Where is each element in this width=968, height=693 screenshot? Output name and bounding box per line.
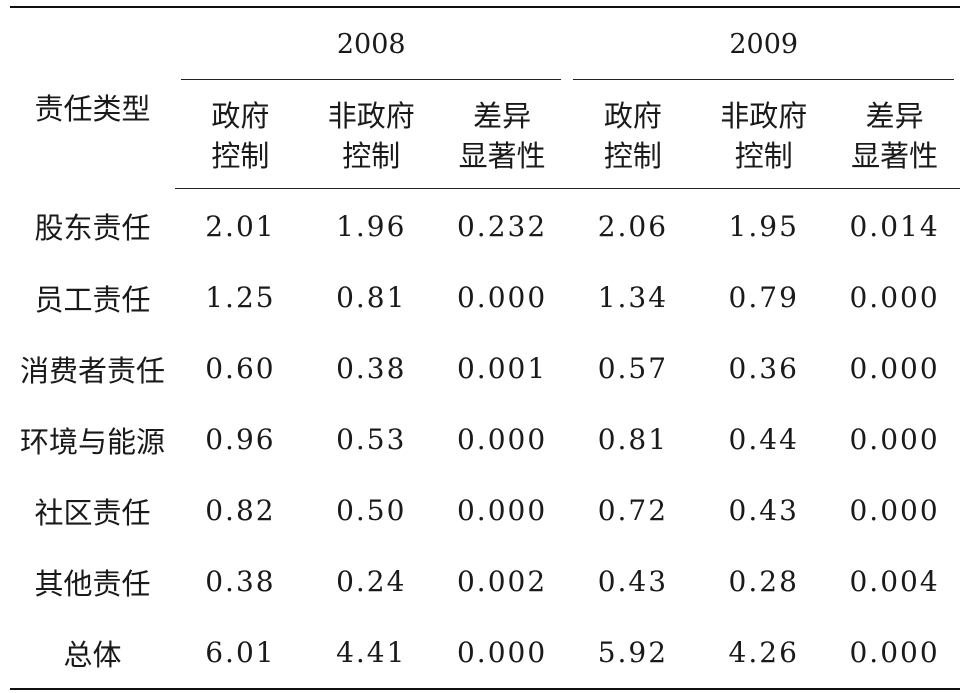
year-header-2009: 2009: [567, 7, 960, 80]
table-cell: 0.53: [336, 423, 407, 456]
table-row-total: 总体 6.01 4.41 0.000 5.92 4.26 0.000: [10, 617, 960, 690]
table-cell: 0.82: [205, 494, 276, 527]
table-cell: 0.79: [728, 281, 799, 314]
table-row: 环境与能源 0.96 0.53 0.000 0.81 0.44 0.000: [10, 404, 960, 475]
table-cell: 0.000: [436, 617, 568, 690]
header-row-subcolumns: 政府控制 非政府控制 差异显著性 政府控制 非政府控制 差异显著性: [10, 80, 960, 189]
table-cell: 0.60: [205, 352, 276, 385]
subheader-line: 政府: [603, 99, 662, 133]
table-cell: 0.000: [849, 423, 940, 456]
table-row: 其他责任 0.38 0.24 0.002 0.43 0.28 0.004: [10, 546, 960, 617]
subheader-line: 控制: [211, 139, 270, 173]
table-cell: 1.34: [597, 281, 669, 314]
row-label: 环境与能源: [19, 424, 165, 459]
table-cell: 0.001: [456, 352, 548, 385]
subheader-significance-2009: 差异 显著性: [829, 80, 960, 189]
subheader-line: 差异: [865, 99, 924, 133]
subheader-line: 非政府: [327, 99, 415, 133]
table-cell: 4.41: [305, 617, 437, 690]
table-cell: 0.44: [728, 423, 799, 456]
type-column-header: 责任类型: [34, 92, 151, 126]
table-cell: 0.38: [205, 565, 276, 598]
table-cell: 0.24: [336, 565, 407, 598]
subheader-line: 差异: [473, 99, 532, 133]
table-cell: 6.01: [175, 617, 306, 690]
table-cell: 0.232: [456, 210, 548, 243]
table-cell: 1.25: [205, 281, 276, 314]
table-row: 社区责任 0.82 0.50 0.000 0.72 0.43 0.000: [10, 475, 960, 546]
subheader-line: 非政府: [720, 99, 808, 133]
table-row: 消费者责任 0.60 0.38 0.001 0.57 0.36 0.000: [10, 333, 960, 404]
year-group-rule: [181, 79, 562, 80]
year-label: 2008: [336, 28, 406, 60]
table-cell: 0.57: [597, 352, 669, 385]
table-cell: 4.26: [698, 617, 830, 690]
year-label: 2009: [729, 28, 799, 60]
table-cell: 0.004: [849, 565, 940, 598]
table-cell: 1.95: [728, 210, 799, 243]
table-row: 员工责任 1.25 0.81 0.000 1.34 0.79 0.000: [10, 262, 960, 333]
year-header-2008: 2008: [175, 7, 567, 80]
table-cell: 5.92: [567, 617, 699, 690]
table-row: 股东责任 2.01 1.96 0.232 2.06 1.95 0.014: [10, 189, 960, 263]
subheader-line: 政府: [211, 99, 270, 133]
subheader-line: 控制: [603, 139, 662, 173]
row-label: 消费者责任: [19, 353, 165, 388]
row-label: 股东责任: [34, 211, 151, 246]
row-label: 社区责任: [34, 495, 151, 530]
table-cell: 0.000: [829, 617, 960, 690]
table-cell: 0.000: [849, 281, 940, 314]
csr-comparison-table: 责任类型 2008 2009 政府控制 非政府控制 差异显著性 政府控制 非政府…: [10, 6, 960, 690]
table-cell: 0.43: [728, 494, 799, 527]
table-cell: 0.36: [728, 352, 799, 385]
table-cell: 0.000: [456, 281, 548, 314]
table-cell: 0.000: [849, 352, 940, 385]
table-cell: 1.96: [336, 210, 407, 243]
subheader-gov-control-2009: 政府 控制: [567, 80, 699, 189]
table-cell: 0.50: [336, 494, 407, 527]
table-cell: 2.06: [597, 210, 669, 243]
subheader-line: 控制: [342, 139, 401, 173]
table-cell: 2.01: [205, 210, 276, 243]
table-cell: 0.28: [728, 565, 799, 598]
table-cell: 0.000: [456, 423, 548, 456]
table-cell: 0.000: [849, 494, 940, 527]
row-label: 其他责任: [34, 566, 151, 601]
row-label: 员工责任: [34, 282, 151, 317]
table-cell: 0.43: [597, 565, 669, 598]
subheader-line: 显著性: [851, 139, 939, 173]
table-cell: 0.000: [456, 494, 548, 527]
table-cell: 0.38: [336, 352, 407, 385]
table-cell: 0.81: [597, 423, 669, 456]
table-cell: 0.81: [336, 281, 407, 314]
data-table-container: 责任类型 2008 2009 政府控制 非政府控制 差异显著性 政府控制 非政府…: [10, 6, 960, 690]
row-label: 总体: [10, 617, 175, 690]
table-cell: 0.72: [597, 494, 669, 527]
header-row-years: 责任类型 2008 2009: [10, 7, 960, 126]
subheader-line: 控制: [734, 139, 793, 173]
subheader-nongov-control-2008: 非政府 控制: [305, 80, 437, 189]
subheader-nongov-control-2009: 非政府 控制: [698, 80, 830, 189]
subheader-significance-2008: 差异 显著性: [436, 80, 568, 189]
table-cell: 0.002: [456, 565, 548, 598]
year-group-rule: [573, 79, 954, 80]
subheader-line: 显著性: [458, 139, 546, 173]
table-cell: 0.96: [205, 423, 276, 456]
subheader-gov-control-2008: 政府 控制: [175, 80, 306, 189]
table-cell: 0.014: [849, 210, 940, 243]
